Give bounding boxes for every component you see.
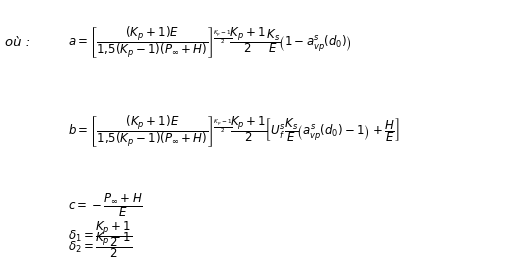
Text: $a = \left[\dfrac{(K_p+1)E}{1{,}5(K_p-1)(P_\infty+H)}\right]^{\!\frac{K_p-1}{2}}: $a = \left[\dfrac{(K_p+1)E}{1{,}5(K_p-1)… xyxy=(68,24,352,60)
Text: $b = \left[\dfrac{(K_p+1)E}{1{,}5(K_p-1)(P_\infty+H)}\right]^{\!\frac{K_p-1}{2}}: $b = \left[\dfrac{(K_p+1)E}{1{,}5(K_p-1)… xyxy=(68,114,399,149)
Text: $\delta_2 = \dfrac{K_p-1}{2}$: $\delta_2 = \dfrac{K_p-1}{2}$ xyxy=(68,230,132,260)
Text: $\delta_1 = \dfrac{K_p+1}{2}$: $\delta_1 = \dfrac{K_p+1}{2}$ xyxy=(68,219,132,249)
Text: où :: où : xyxy=(5,36,31,49)
Text: $c = -\dfrac{P_\infty+H}{E}$: $c = -\dfrac{P_\infty+H}{E}$ xyxy=(68,191,142,219)
